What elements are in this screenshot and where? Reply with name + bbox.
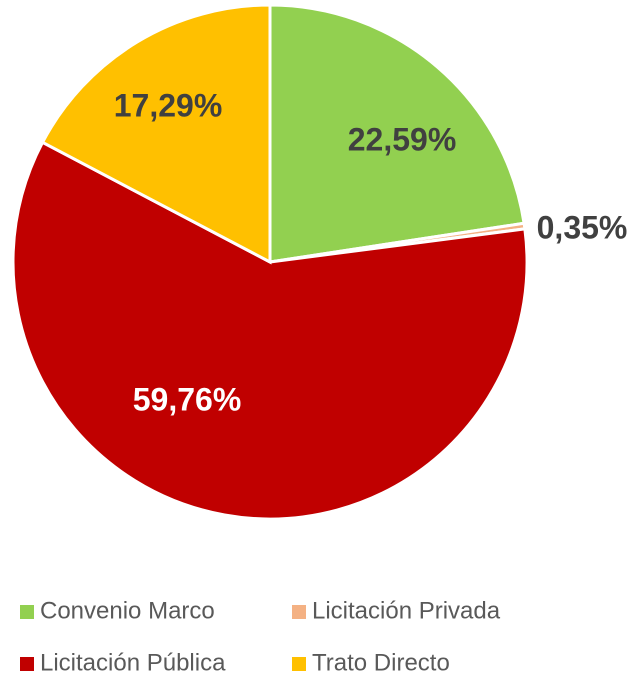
legend-label: Licitación Privada xyxy=(312,597,501,624)
legend-swatch xyxy=(292,657,306,671)
data-label: 17,29% xyxy=(114,87,223,123)
legend-label: Trato Directo xyxy=(312,649,450,676)
legend-swatch xyxy=(20,605,34,619)
data-label: 59,76% xyxy=(133,381,242,417)
legend-label: Licitación Pública xyxy=(40,649,226,676)
data-label: 22,59% xyxy=(348,121,457,157)
pie-slice xyxy=(11,140,529,521)
data-label: 0,35% xyxy=(537,209,628,245)
pie-slice xyxy=(268,3,526,264)
legend-swatch xyxy=(292,605,306,619)
legend-swatch xyxy=(20,657,34,671)
pie-slice xyxy=(40,3,272,265)
legend-label: Convenio Marco xyxy=(40,597,215,624)
